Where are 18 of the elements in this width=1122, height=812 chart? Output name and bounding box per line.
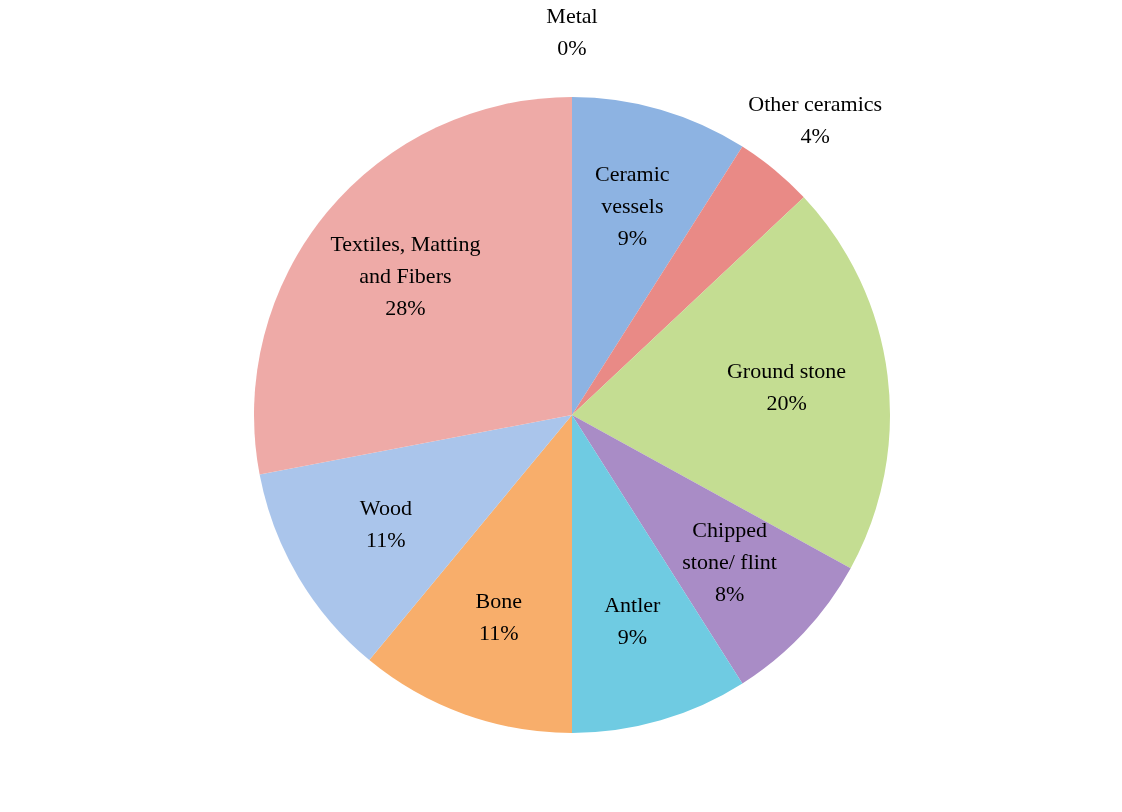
data-label: 9% — [617, 624, 647, 650]
data-label: 8% — [714, 580, 745, 606]
slice-label: Chipped stone/ flint — [682, 516, 777, 574]
category-label: Metal — [546, 3, 598, 29]
data-label: 9% — [617, 225, 647, 251]
slice-label: Textiles, Matting and Fibers — [330, 230, 481, 288]
slice-label: Bone — [475, 588, 522, 614]
slice-label: Ground stone — [726, 357, 847, 383]
data-label: 11% — [478, 620, 519, 646]
slice-label: Ceramic vessels — [595, 161, 670, 219]
data-label: 20% — [766, 389, 807, 415]
data-label: 28% — [385, 294, 426, 320]
text: 0% — [557, 35, 587, 61]
slice-label: Antler — [604, 592, 662, 618]
slice-label: Wood — [359, 494, 412, 520]
data-label: 11% — [366, 526, 406, 552]
data-label: 4% — [800, 122, 830, 148]
slice-label: Other ceramics — [748, 90, 883, 116]
